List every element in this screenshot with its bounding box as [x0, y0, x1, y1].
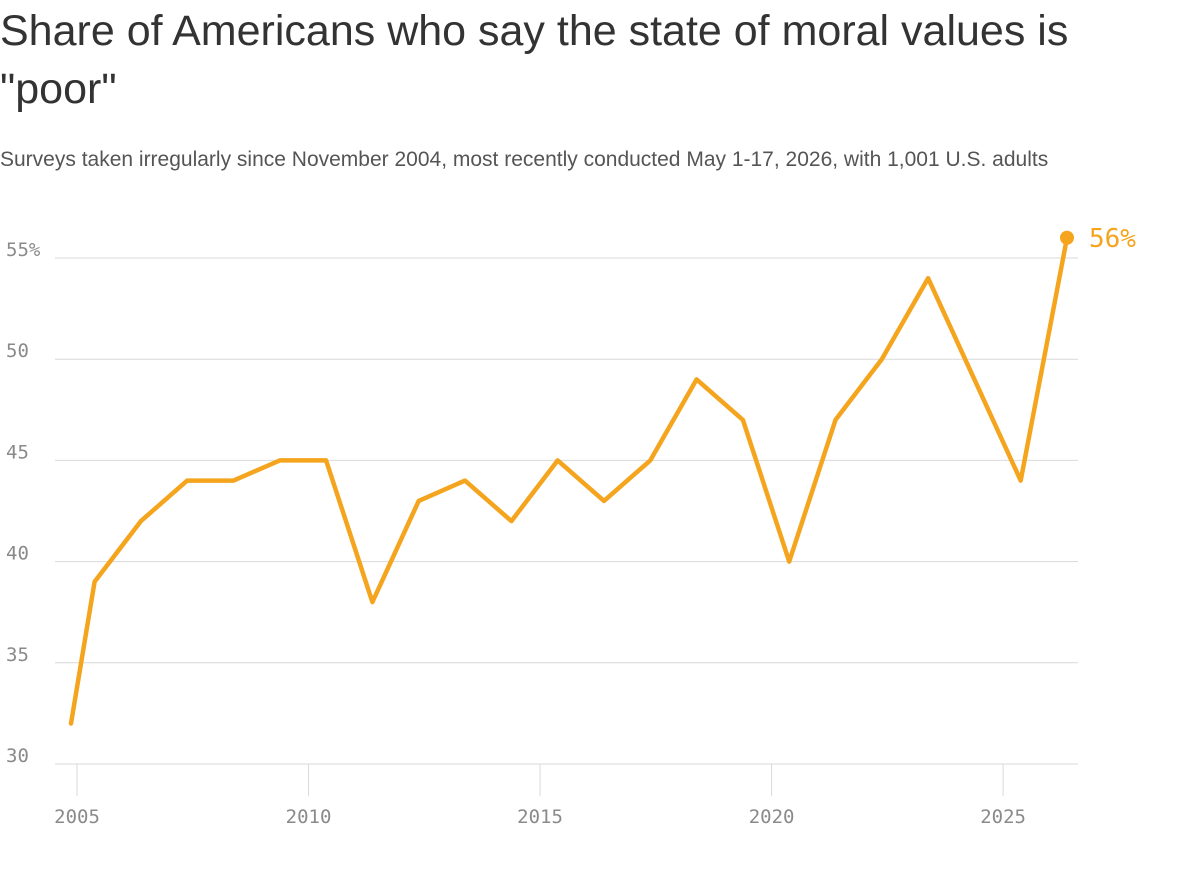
- end-point-marker: [1060, 230, 1074, 245]
- y-tick-label: 40: [6, 543, 29, 565]
- y-tick-label: 50: [6, 340, 29, 362]
- chart-subtitle: Surveys taken irregularly since November…: [0, 148, 1049, 171]
- x-axis: 2005 2010 2015 2020 2025: [54, 764, 1026, 828]
- chart-title: Share of Americans who say the state of …: [0, 7, 1069, 113]
- series-layer: 56%: [68, 224, 1136, 726]
- x-tick-label: 2025: [980, 806, 1026, 828]
- x-tick-label: 2020: [749, 806, 795, 828]
- x-tick-label: 2010: [286, 806, 332, 828]
- x-tick-label: 2015: [517, 806, 563, 828]
- y-tick-label: 45: [6, 441, 29, 463]
- series-line: [68, 235, 1070, 726]
- grid-lines: [55, 257, 1078, 765]
- y-axis: 30 35 40 45 50 55%: [6, 239, 41, 767]
- y-tick-label: 30: [6, 745, 29, 767]
- end-value-label: 56%: [1089, 224, 1136, 254]
- y-tick-label: 55%: [6, 239, 41, 261]
- y-tick-label: 35: [6, 644, 29, 666]
- x-tick-label: 2005: [54, 806, 100, 828]
